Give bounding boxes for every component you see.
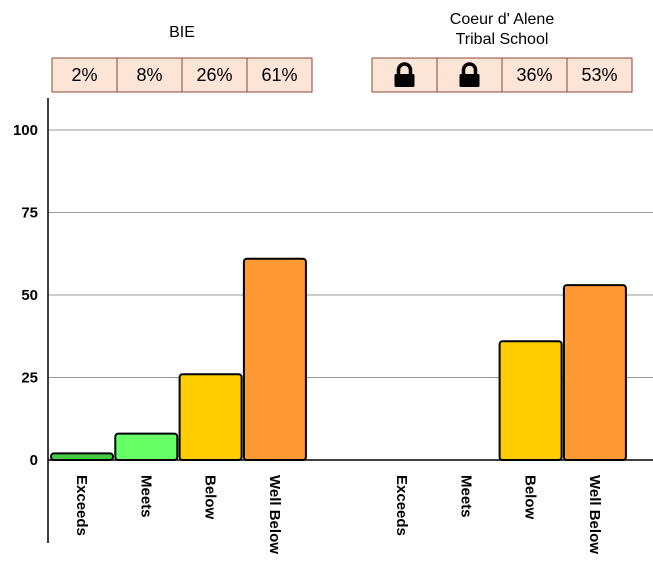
lock-icon <box>459 62 480 87</box>
percent-box <box>566 57 633 93</box>
lock-icon <box>394 62 415 87</box>
percent-label: 36% <box>516 65 552 85</box>
bar-well-below <box>242 257 307 462</box>
x-tick-label: Below <box>522 475 539 520</box>
percent-label: 8% <box>136 65 162 85</box>
percent-label: 61% <box>261 65 297 85</box>
bar-meets <box>114 432 179 462</box>
y-tick-label: 25 <box>21 370 38 387</box>
percent-label: 26% <box>196 65 232 85</box>
percent-box <box>51 57 118 93</box>
bar-below <box>498 340 563 462</box>
bar-below <box>178 373 243 462</box>
bar-well-below <box>562 284 627 461</box>
bar-exceeds <box>50 452 114 461</box>
percent-label: 53% <box>581 65 617 85</box>
group-title: Tribal School <box>456 31 549 48</box>
x-tick-label: Meets <box>457 475 474 518</box>
x-tick-label: Exceeds <box>73 475 90 536</box>
group-title: BIE <box>169 24 195 41</box>
y-tick-label: 100 <box>13 122 38 139</box>
y-tick-label: 50 <box>21 287 38 304</box>
percent-box <box>246 57 313 93</box>
x-tick-label: Below <box>202 475 219 520</box>
y-tick-label: 75 <box>21 205 38 222</box>
group-title: Coeur d' Alene <box>450 11 555 28</box>
percent-label: 2% <box>71 65 97 85</box>
x-tick-label: Exceeds <box>393 475 410 536</box>
x-tick-label: Well Below <box>586 475 603 554</box>
x-tick-label: Meets <box>137 475 154 518</box>
y-tick-label: 0 <box>30 452 38 469</box>
x-tick-label: Well Below <box>266 475 283 554</box>
